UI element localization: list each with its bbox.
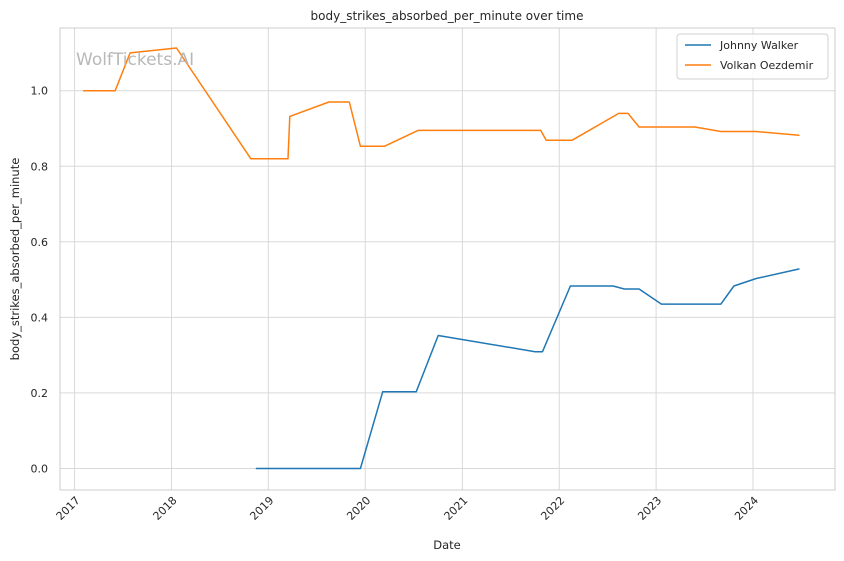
y-tick-labels: 0.0 0.2 0.4 0.6 0.8 1.0 <box>31 85 49 476</box>
grid <box>60 28 835 490</box>
legend-label-volkan-oezdemir: Volkan Oezdemir <box>720 59 814 72</box>
y-axis-title: body_strikes_absorbed_per_minute <box>8 158 22 361</box>
x-tick-label: 2020 <box>344 494 373 523</box>
y-tick-label: 1.0 <box>31 85 49 98</box>
y-tick-label: 0.2 <box>31 387 49 400</box>
x-tick-labels: 2017 2018 2019 2020 2021 2022 2023 2024 <box>54 494 761 523</box>
legend: Johnny Walker Volkan Oezdemir <box>676 33 829 80</box>
x-tick-label: 2021 <box>441 494 470 523</box>
legend-box <box>676 33 829 80</box>
x-tick-label: 2018 <box>151 494 180 523</box>
y-tick-label: 0.4 <box>31 311 49 324</box>
chart-title: body_strikes_absorbed_per_minute over ti… <box>311 9 584 23</box>
watermark: WolfTickets.AI <box>76 50 194 70</box>
x-tick-label: 2017 <box>54 494 83 523</box>
series-line-volkan-oezdemir <box>82 47 800 160</box>
y-tick-label: 0.0 <box>31 462 49 475</box>
x-tick-label: 2024 <box>732 494 761 523</box>
x-tick-label: 2022 <box>538 494 567 523</box>
y-tick-label: 0.8 <box>31 160 49 173</box>
plot-frame <box>59 27 836 491</box>
series-line-johnny-walker <box>255 268 800 470</box>
y-tick-label: 0.6 <box>31 236 49 249</box>
x-axis-title: Date <box>433 538 461 552</box>
x-tick-label: 2023 <box>635 494 664 523</box>
x-tick-label: 2019 <box>247 494 276 523</box>
legend-label-johnny-walker: Johnny Walker <box>719 39 799 52</box>
series-lines <box>82 47 800 470</box>
